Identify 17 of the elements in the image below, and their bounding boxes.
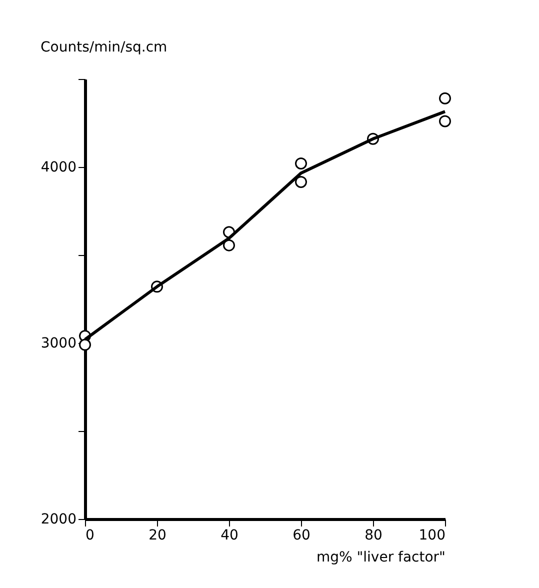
point [79,338,91,351]
x-tick-label: 20 [148,528,166,544]
point [439,115,451,128]
x-tick-label: 40 [220,528,238,544]
y-tick-label: 4000 [40,160,76,176]
x-tick-label: 0 [86,528,94,544]
point [295,157,307,170]
point [223,239,235,252]
y-tick-label: 3000 [40,336,76,352]
y-axis-title: Counts/min/sq.cm [40,40,168,56]
point [295,176,307,188]
point [439,92,451,104]
x-axis-title: mg% "liver factor" [316,550,446,566]
x-tick-label: 100 [418,528,446,544]
x-tick-label: 60 [292,528,310,544]
x-tick-label: 80 [364,528,382,544]
y-tick-label: 2000 [40,512,76,528]
